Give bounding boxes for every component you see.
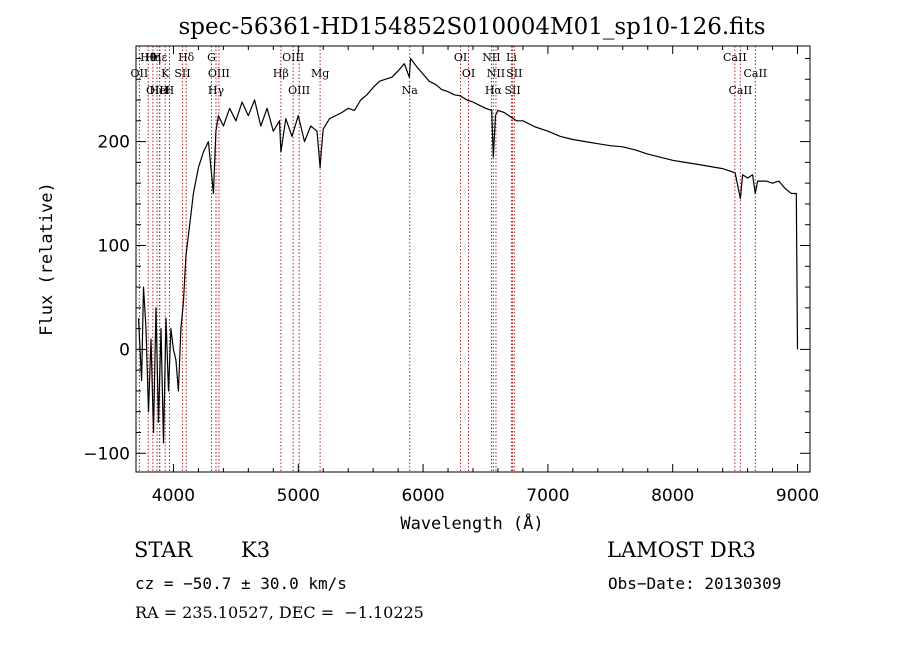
line-label: SII	[174, 67, 190, 80]
x-tick-label: 9000	[776, 486, 819, 506]
x-axis-label: Wavelength (Å)	[400, 512, 543, 534]
x-tick-label: 7000	[526, 486, 569, 506]
survey-name: LAMOST DR3	[607, 538, 756, 562]
line-label: OI	[462, 67, 475, 80]
y-tick-label: 100	[98, 236, 130, 256]
line-label: H	[165, 84, 175, 97]
line-label: Mg	[311, 67, 329, 80]
line-label: CaII	[729, 84, 753, 97]
line-label: SII	[506, 67, 522, 80]
x-tick-label: 6000	[401, 486, 444, 506]
coordinates: RA = 235.10527, DEC = −1.10225	[135, 603, 424, 622]
line-label: CaII	[743, 67, 767, 80]
line-label: Na	[402, 84, 419, 97]
line-markers	[138, 46, 756, 472]
line-label: CaII	[723, 51, 747, 64]
line-labels: Hθ OII OIII Hε K HeI Hη SII H Hδ OIII Hγ G Hβ OIII OIII…	[131, 51, 768, 97]
chart-title: spec-56361-HD154852S010004M01_sp10-126.f…	[178, 14, 765, 40]
object-class: STAR	[134, 538, 193, 562]
object-subclass: K3	[241, 538, 271, 562]
line-label: OI	[454, 51, 467, 64]
line-label: Hδ	[178, 51, 195, 64]
line-label: NII	[482, 51, 500, 64]
line-label: Hα	[485, 84, 503, 97]
line-label: NII	[487, 67, 505, 80]
line-label: OIII	[146, 84, 168, 97]
y-axis-label: Flux (relative)	[37, 182, 57, 336]
line-label: Li	[506, 51, 517, 64]
line-label: Hγ	[208, 84, 225, 97]
line-label: K	[161, 67, 170, 80]
obs-date: Obs−Date: 20130309	[608, 574, 782, 593]
line-label: Hβ	[273, 67, 289, 80]
line-label: Hη	[145, 51, 161, 64]
line-label: OIII	[282, 51, 304, 64]
redshift-value: cz = −50.7 ± 30.0 km/s	[135, 574, 347, 593]
x-tick-label: 4000	[152, 486, 195, 506]
spectrum-line	[137, 57, 799, 444]
line-label: Hθ	[140, 51, 157, 64]
axis-ticks: 4000 5000 6000 7000 8000 9000 −100 0 100 200	[83, 46, 819, 506]
x-tick-label: 5000	[277, 486, 320, 506]
line-label: OII	[131, 67, 149, 80]
line-label: SII	[504, 84, 520, 97]
line-label: OIII	[208, 67, 230, 80]
line-label: G	[207, 51, 216, 64]
y-tick-label: 200	[98, 133, 130, 153]
y-tick-label: −100	[83, 444, 130, 464]
line-label: HeI	[149, 84, 169, 97]
line-label: OIII	[288, 84, 310, 97]
y-tick-label: 0	[119, 340, 130, 360]
plot-frame	[135, 45, 811, 473]
line-label: Hε	[152, 51, 168, 64]
x-tick-label: 8000	[651, 486, 694, 506]
